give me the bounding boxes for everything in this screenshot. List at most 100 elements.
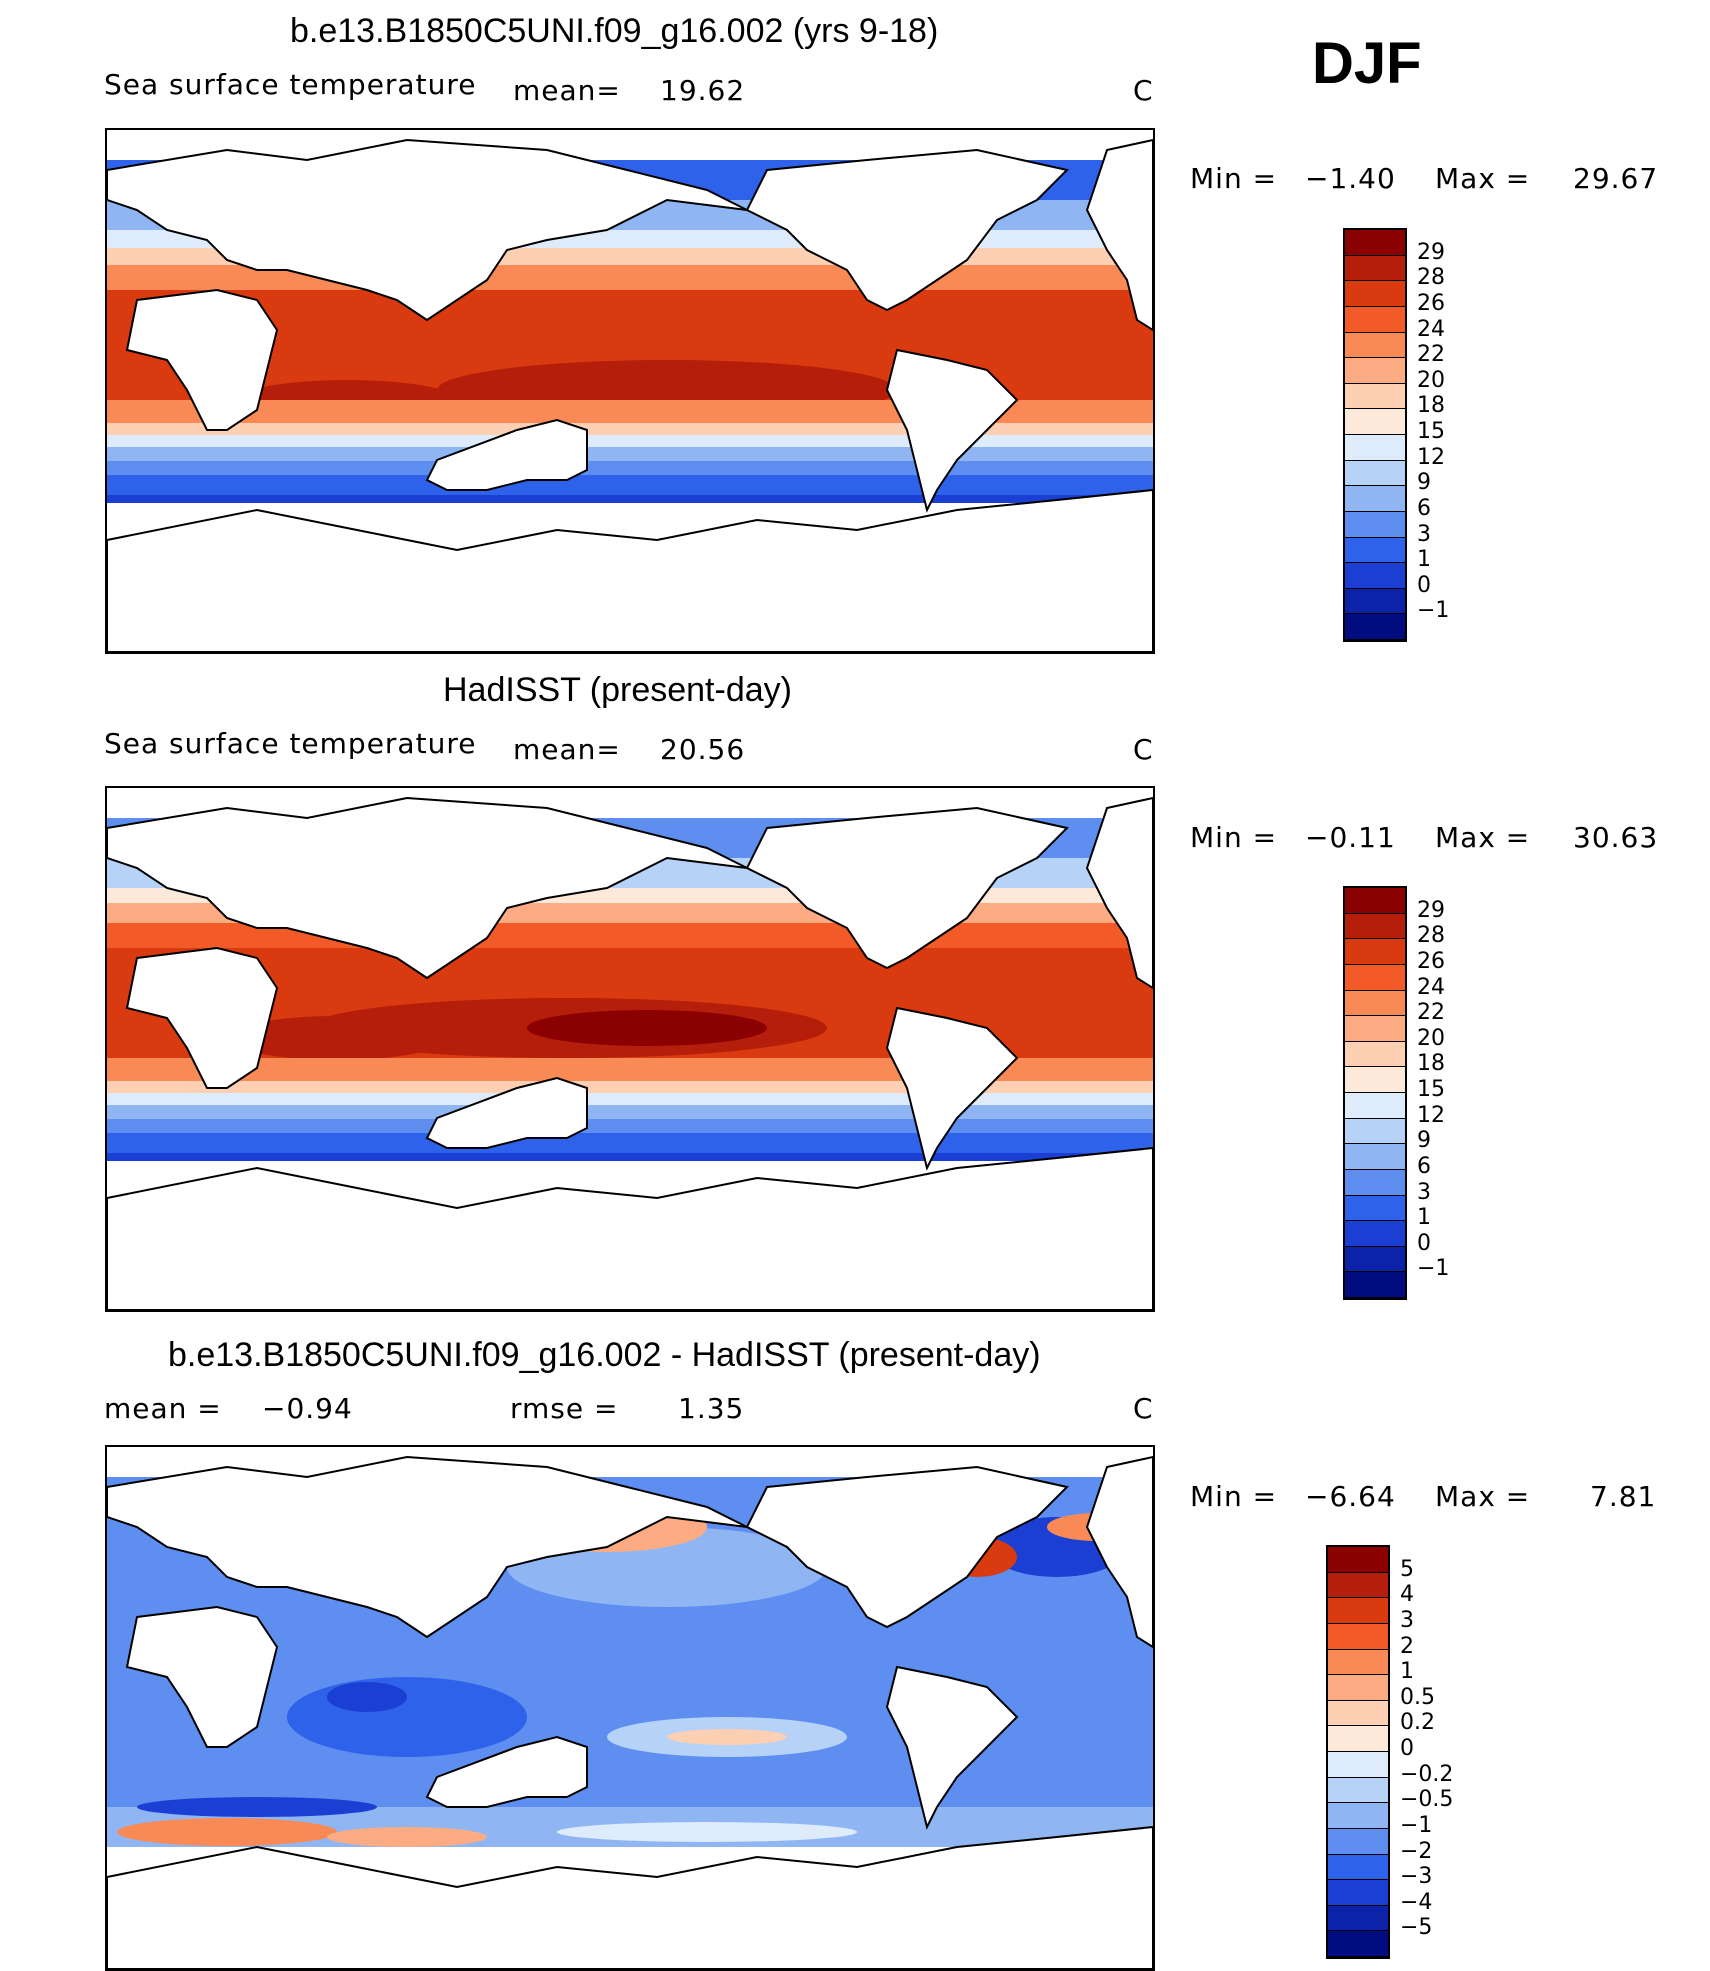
colorbar-box — [1345, 1016, 1405, 1042]
panel-3-rmse-value: 1.35 — [678, 1392, 745, 1425]
colorbar-box — [1345, 409, 1405, 435]
panel-3-min-value: −6.64 — [1305, 1480, 1396, 1513]
colorbar-box — [1345, 537, 1405, 564]
colorbar-box — [1328, 1572, 1388, 1599]
colorbar-box — [1345, 1093, 1405, 1119]
colorbar-label: 0 — [1417, 572, 1431, 598]
panel-1-title: b.e13.B1850C5UNI.f09_g16.002 (yrs 9-18) — [290, 12, 939, 50]
colorbar-box — [1328, 1854, 1388, 1881]
panel-1-variable: Sea surface temperature — [104, 68, 477, 101]
panel-2-variable: Sea surface temperature — [104, 727, 477, 760]
panel-3-colorbar — [1326, 1545, 1390, 1959]
colorbar-label: 3 — [1400, 1607, 1414, 1633]
panel-2-mean-label: mean= — [513, 733, 621, 766]
colorbar-box — [1328, 1726, 1388, 1752]
colorbar-box — [1345, 888, 1405, 914]
colorbar-box — [1345, 1144, 1405, 1170]
colorbar-label: 1 — [1400, 1659, 1414, 1685]
colorbar-box — [1328, 1752, 1388, 1778]
panel-3-max-value: 7.81 — [1590, 1480, 1657, 1513]
colorbar-label: 29 — [1417, 239, 1445, 265]
colorbar-label: 2 — [1400, 1633, 1414, 1659]
colorbar-box — [1345, 964, 1405, 991]
colorbar-box — [1328, 1623, 1388, 1650]
colorbar-label: −1 — [1417, 598, 1450, 624]
panel-3-map — [105, 1445, 1155, 1971]
colorbar-label: 29 — [1417, 897, 1445, 923]
colorbar-box — [1328, 1828, 1388, 1855]
panel-3-title: b.e13.B1850C5UNI.f09_g16.002 - HadISST (… — [168, 1336, 1041, 1374]
colorbar-label: 20 — [1417, 367, 1445, 393]
colorbar-box — [1328, 1777, 1388, 1804]
colorbar-box — [1345, 614, 1405, 640]
colorbar-label: 24 — [1417, 316, 1445, 342]
season-label: DJF — [1312, 31, 1422, 96]
colorbar-label: 0.5 — [1400, 1684, 1435, 1710]
colorbar-label: 9 — [1417, 470, 1431, 496]
colorbar-box — [1345, 306, 1405, 333]
colorbar-box — [1345, 1118, 1405, 1145]
colorbar-label: 28 — [1417, 265, 1445, 291]
colorbar-label: 18 — [1417, 393, 1445, 419]
panel-1-units: C — [1133, 74, 1154, 107]
panel-2-min-value: −0.11 — [1305, 821, 1396, 854]
colorbar-label: −1 — [1400, 1812, 1433, 1838]
colorbar-label: −0.5 — [1400, 1787, 1454, 1813]
colorbar-label: 0 — [1400, 1736, 1414, 1761]
colorbar-label: 15 — [1417, 1077, 1445, 1102]
colorbar-box — [1345, 383, 1405, 410]
colorbar-box — [1345, 913, 1405, 940]
colorbar-box — [1345, 1195, 1405, 1222]
colorbar-box — [1328, 1931, 1388, 1957]
panel-3-difference-field — [107, 1447, 1153, 1969]
colorbar-box — [1345, 1067, 1405, 1093]
colorbar-box — [1328, 1803, 1388, 1829]
panel-3-max-label: Max = — [1435, 1480, 1531, 1513]
colorbar-label: 6 — [1417, 1153, 1431, 1179]
panel-2-colorbar — [1343, 886, 1407, 1300]
panel-1-min-label: Min = — [1190, 162, 1278, 195]
colorbar-label: 24 — [1417, 974, 1445, 1000]
panel-1-max-label: Max = — [1435, 162, 1531, 195]
colorbar-box — [1328, 1649, 1388, 1676]
panel-3-units: C — [1133, 1392, 1154, 1425]
colorbar-box — [1328, 1598, 1388, 1624]
panel-2-min-label: Min = — [1190, 821, 1278, 854]
panel-2-max-label: Max = — [1435, 821, 1531, 854]
colorbar-label: 22 — [1417, 342, 1445, 368]
colorbar-label: 26 — [1417, 290, 1445, 316]
colorbar-box — [1345, 332, 1405, 359]
colorbar-box — [1345, 588, 1405, 615]
colorbar-label: 12 — [1417, 444, 1445, 470]
colorbar-label: 18 — [1417, 1051, 1445, 1077]
panel-1-colorbar — [1343, 228, 1407, 642]
colorbar-box — [1345, 486, 1405, 512]
colorbar-label: 6 — [1417, 495, 1431, 521]
colorbar-label: 3 — [1417, 521, 1431, 547]
panel-2-mean-value: 20.56 — [660, 733, 746, 766]
colorbar-box — [1345, 1246, 1405, 1273]
panel-1-min-value: −1.40 — [1305, 162, 1396, 195]
colorbar-box — [1328, 1905, 1388, 1932]
panel-1-max-value: 29.67 — [1573, 162, 1659, 195]
colorbar-box — [1328, 1700, 1388, 1727]
colorbar-box — [1345, 1169, 1405, 1196]
colorbar-box — [1345, 1221, 1405, 1247]
colorbar-box — [1345, 990, 1405, 1017]
colorbar-label: 5 — [1400, 1556, 1414, 1582]
colorbar-label: 22 — [1417, 1000, 1445, 1026]
colorbar-label: 20 — [1417, 1025, 1445, 1051]
colorbar-label: 26 — [1417, 948, 1445, 974]
panel-2-max-value: 30.63 — [1573, 821, 1659, 854]
colorbar-box — [1345, 939, 1405, 965]
colorbar-label: −2 — [1400, 1838, 1433, 1864]
colorbar-label: −5 — [1400, 1915, 1433, 1941]
panel-2-sst-field — [107, 788, 1153, 1310]
panel-2-units: C — [1133, 733, 1154, 766]
panel-3-rmse-label: rmse = — [510, 1392, 619, 1425]
colorbar-label: 1 — [1417, 547, 1431, 573]
colorbar-box — [1345, 358, 1405, 384]
panel-1-mean-value: 19.62 — [660, 74, 746, 107]
colorbar-box — [1345, 460, 1405, 487]
colorbar-box — [1345, 230, 1405, 256]
